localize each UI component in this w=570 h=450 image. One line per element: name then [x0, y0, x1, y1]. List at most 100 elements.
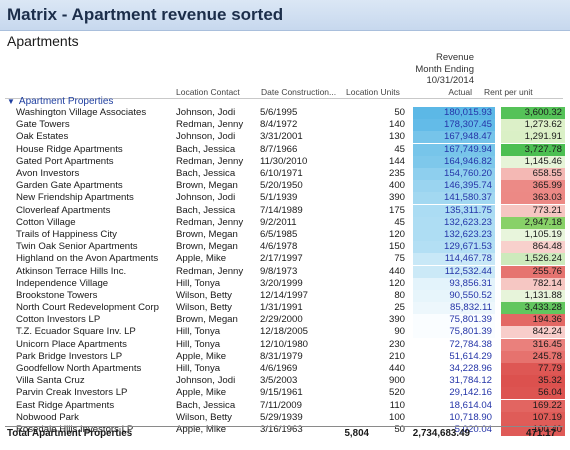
rent-per-unit: 194.36: [501, 314, 565, 327]
total-rent-per-unit: 471.17: [526, 428, 556, 439]
location-contact: Bach, Jessica: [176, 168, 236, 180]
rent-per-unit-cell: 782.14: [495, 277, 565, 290]
actual-revenue-cell: 132,623.23: [405, 228, 495, 241]
revenue-header-line-3: 10/31/2014: [426, 75, 474, 86]
table-row[interactable]: Cotton Investors LP Brown, Megan 2/29/2000…: [0, 314, 565, 327]
rent-per-unit-cell: 56.04: [495, 387, 565, 400]
property-name: Independence Village: [16, 277, 109, 289]
table-row[interactable]: Oak Estates Johnson, Jodi 3/31/2001 130 167,…: [0, 131, 565, 144]
column-header-actual[interactable]: Actual: [448, 87, 472, 97]
property-name: Garden Gate Apartments: [16, 180, 123, 192]
column-header-date[interactable]: Date Construction...: [261, 87, 337, 97]
property-name: Gated Port Apartments: [16, 155, 114, 167]
actual-revenue-cell: 75,801.39: [405, 326, 495, 339]
rent-per-unit: 35.32: [501, 375, 565, 388]
location-contact: Brown, Megan: [176, 180, 238, 192]
location-contact: Bach, Jessica: [176, 204, 236, 216]
actual-revenue-cell: 31,784.12: [405, 375, 495, 388]
property-name: Brookstone Towers: [16, 289, 98, 301]
actual-revenue: 164,946.82: [413, 155, 495, 168]
table-row[interactable]: Trails of Happiness City Brown, Megan 6/5/…: [0, 228, 565, 241]
group-apartment-properties[interactable]: ▼ Apartment Properties: [7, 96, 113, 107]
table-row[interactable]: Cloverleaf Apartments Bach, Jessica 7/14/1…: [0, 204, 565, 217]
table-row[interactable]: Twin Oak Senior Apartments Brown, Megan 4/…: [0, 241, 565, 254]
table-row[interactable]: Nobwood Park Wilson, Betty 5/29/1939 100 10,…: [0, 411, 565, 424]
location-units: 390: [388, 192, 405, 204]
rent-per-unit: 365.99: [501, 180, 565, 193]
table-row[interactable]: Atkinson Terrace Hills Inc. Redman, Jenny…: [0, 265, 565, 278]
table-row[interactable]: Washington Village Associates Johnson, Jo…: [0, 107, 565, 120]
rent-per-unit: 1,131.88: [501, 289, 565, 302]
table-row[interactable]: New Friendship Apartments Johnson, Jodi 5/…: [0, 192, 565, 205]
rent-per-unit: 3,727.78: [501, 143, 565, 156]
date-constructed: 12/14/1997: [260, 289, 309, 301]
date-constructed: 8/31/1979: [260, 350, 303, 362]
table-row[interactable]: Avon Investors Bach, Jessica 6/10/1971 235 1…: [0, 168, 565, 181]
actual-revenue: 146,395.74: [413, 180, 495, 193]
location-units: 120: [388, 228, 405, 240]
actual-revenue: 141,580.37: [413, 192, 495, 205]
actual-revenue: 72,784.38: [413, 338, 495, 351]
actual-revenue-cell: 154,760.20: [405, 168, 495, 181]
property-name: Gate Towers: [16, 119, 70, 131]
location-units: 75: [394, 253, 405, 265]
actual-revenue: 167,749.94: [413, 143, 495, 156]
property-name: Highland on the Avon Apartments: [16, 253, 159, 265]
rent-per-unit: 77.79: [501, 363, 565, 376]
actual-revenue-cell: 167,749.94: [405, 143, 495, 156]
table-row[interactable]: Gate Towers Redman, Jenny 8/4/1972 140 178,3…: [0, 119, 565, 132]
location-units: 50: [394, 107, 405, 119]
table-row[interactable]: Villa Santa Cruz Johnson, Jodi 3/5/2003 900…: [0, 375, 565, 388]
revenue-header-line-1: Revenue: [435, 52, 474, 63]
actual-revenue-cell: 141,580.37: [405, 192, 495, 205]
table-row[interactable]: East Ridge Apartments Bach, Jessica 7/11/2…: [0, 399, 565, 412]
column-header-units[interactable]: Location Units: [346, 87, 400, 97]
rent-per-unit: 1,273.62: [501, 119, 565, 132]
location-contact: Hill, Tonya: [176, 338, 221, 350]
rent-per-unit: 316.45: [501, 338, 565, 351]
table-row[interactable]: Garden Gate Apartments Brown, Megan 5/20/1…: [0, 180, 565, 193]
actual-revenue: 18,614.04: [413, 399, 495, 412]
table-row[interactable]: T.Z. Ecuador Square Inv. LP Hill, Tonya 12…: [0, 326, 565, 339]
location-units: 175: [388, 204, 405, 216]
location-units: 390: [388, 314, 405, 326]
property-name: Washington Village Associates: [16, 107, 147, 119]
actual-revenue-cell: 93,856.31: [405, 277, 495, 290]
table-row[interactable]: Park Bridge Investors LP Apple, Mike 8/31/…: [0, 350, 565, 363]
total-units: 5,804: [344, 428, 369, 439]
rent-per-unit: 1,291.91: [501, 131, 565, 144]
location-contact: Bach, Jessica: [176, 399, 236, 411]
actual-revenue: 167,948.47: [413, 131, 495, 144]
table-row[interactable]: House Ridge Apartments Bach, Jessica 8/7/1…: [0, 143, 565, 156]
title-bar: Matrix - Apartment revenue sorted: [0, 0, 570, 31]
rent-per-unit: 864.48: [501, 241, 565, 254]
collapse-triangle-icon[interactable]: ▼: [7, 97, 15, 106]
table-row[interactable]: Cotton Village Redman, Jenny 9/2/2011 45 132…: [0, 216, 565, 229]
location-contact: Hill, Tonya: [176, 363, 221, 375]
date-constructed: 5/1/1939: [260, 192, 298, 204]
table-row[interactable]: Highland on the Avon Apartments Apple, Mi…: [0, 253, 565, 266]
location-units: 110: [389, 399, 405, 411]
column-header-rent-per-unit[interactable]: Rent per unit: [484, 87, 533, 97]
table-row[interactable]: Goodfellow North Apartments Hill, Tonya 4/…: [0, 363, 565, 376]
date-constructed: 8/4/1972: [260, 119, 298, 131]
table-row[interactable]: Gated Port Apartments Redman, Jenny 11/30/…: [0, 155, 565, 168]
location-contact: Hill, Tonya: [176, 277, 221, 289]
location-contact: Johnson, Jodi: [176, 131, 236, 143]
table-row[interactable]: Parvin Creak Investors LP Apple, Mike 9/15…: [0, 387, 565, 400]
property-name: Villa Santa Cruz: [16, 375, 85, 387]
column-header-contact[interactable]: Location Contact: [176, 87, 240, 97]
table-row[interactable]: Independence Village Hill, Tonya 3/20/1999…: [0, 277, 565, 290]
table-row[interactable]: Brookstone Towers Wilson, Betty 12/14/1997…: [0, 289, 565, 302]
actual-revenue: 29,142.16: [413, 387, 495, 400]
date-constructed: 3/31/2001: [260, 131, 303, 143]
location-units: 80: [394, 289, 405, 301]
date-constructed: 11/30/2010: [260, 155, 308, 167]
actual-revenue-cell: 34,228.96: [405, 363, 495, 376]
actual-revenue: 51,614.29: [413, 350, 495, 363]
location-units: 120: [388, 277, 405, 289]
table-row[interactable]: North Court Redevelopment Corp Wilson, Be…: [0, 302, 565, 315]
rent-per-unit-cell: 3,727.78: [495, 143, 565, 156]
location-units: 90: [394, 326, 405, 338]
table-row[interactable]: Unicorn Place Apartments Hill, Tonya 12/10…: [0, 338, 565, 351]
